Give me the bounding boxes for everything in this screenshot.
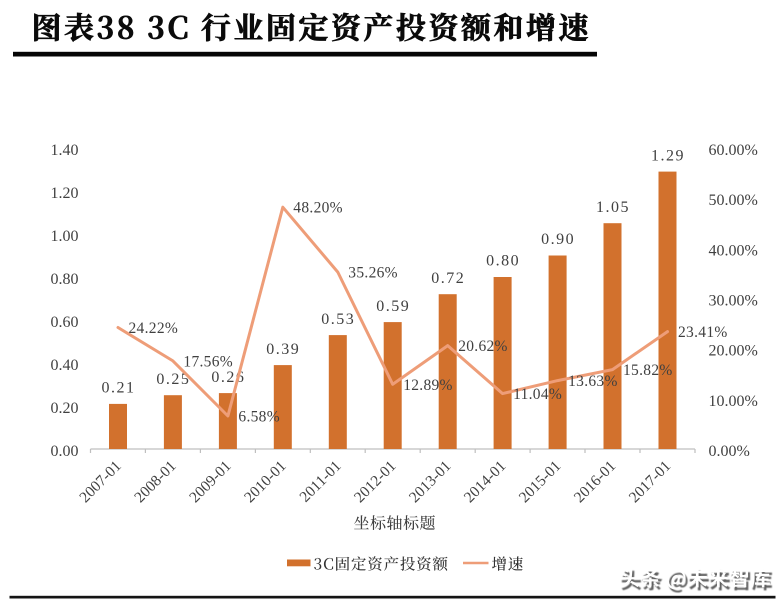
- svg-text:11.04%: 11.04%: [513, 386, 562, 403]
- svg-text:13.63%: 13.63%: [568, 373, 618, 390]
- svg-text:1.05: 1.05: [596, 199, 630, 216]
- svg-text:20.62%: 20.62%: [458, 338, 508, 355]
- svg-text:0.60: 0.60: [51, 314, 79, 331]
- svg-text:30.00%: 30.00%: [709, 293, 758, 310]
- svg-text:1.00: 1.00: [51, 228, 79, 245]
- svg-text:23.41%: 23.41%: [678, 324, 728, 341]
- svg-text:1.29: 1.29: [651, 147, 685, 164]
- svg-text:0.72: 0.72: [431, 270, 465, 287]
- svg-text:50.00%: 50.00%: [709, 192, 758, 209]
- svg-text:35.26%: 35.26%: [348, 265, 398, 282]
- svg-text:0.21: 0.21: [102, 380, 136, 397]
- svg-text:60.00%: 60.00%: [709, 142, 758, 159]
- svg-text:1.20: 1.20: [51, 185, 79, 202]
- svg-text:24.22%: 24.22%: [129, 320, 179, 337]
- svg-text:0.40: 0.40: [51, 357, 79, 374]
- svg-text:10.00%: 10.00%: [709, 393, 758, 410]
- svg-text:0.80: 0.80: [486, 253, 520, 270]
- svg-text:15.82%: 15.82%: [623, 362, 673, 379]
- svg-text:0.80: 0.80: [51, 271, 79, 288]
- svg-text:20.00%: 20.00%: [709, 343, 758, 360]
- svg-text:6.58%: 6.58%: [238, 409, 280, 426]
- svg-text:0.00%: 0.00%: [709, 443, 750, 460]
- svg-text:0.59: 0.59: [376, 298, 410, 315]
- svg-text:0.25: 0.25: [156, 371, 190, 388]
- svg-text:48.20%: 48.20%: [293, 200, 343, 217]
- svg-text:40.00%: 40.00%: [709, 242, 758, 259]
- svg-text:0.00: 0.00: [51, 443, 79, 460]
- svg-text:17.56%: 17.56%: [183, 353, 233, 370]
- svg-text:0.90: 0.90: [541, 231, 575, 248]
- svg-text:0.53: 0.53: [321, 311, 355, 328]
- svg-text:12.89%: 12.89%: [403, 377, 453, 394]
- svg-text:0.39: 0.39: [266, 341, 300, 358]
- svg-text:1.40: 1.40: [51, 142, 79, 159]
- svg-text:0.20: 0.20: [51, 400, 79, 417]
